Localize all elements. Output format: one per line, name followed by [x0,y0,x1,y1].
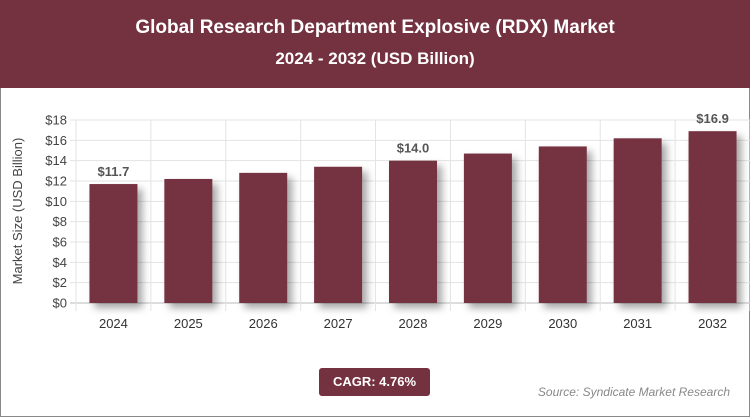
y-tick-label: $2 [53,275,67,290]
y-tick-label: $18 [45,113,67,128]
x-tick-label: 2024 [99,316,128,331]
x-tick-label: 2025 [174,316,203,331]
cagr-badge: CAGR: 4.76% [319,368,430,396]
chart-header: Global Research Department Explosive (RD… [0,0,750,88]
bar-2031 [613,138,662,303]
bar-2025 [164,178,213,303]
bar-2027 [314,166,363,303]
bar-2032 [688,131,737,303]
y-tick-label: $8 [53,214,67,229]
y-tick-label: $12 [45,174,67,189]
y-axis-label: Market Size (USD Billion) [10,138,25,285]
y-tick-label: $16 [45,133,67,148]
bar-2028 [389,160,437,303]
x-tick-label: 2026 [249,316,278,331]
bar-2024 [89,184,138,303]
x-tick-label: 2030 [548,316,577,331]
bar-2030 [538,146,587,303]
bar-2026 [239,172,288,303]
y-tick-label: $0 [53,296,67,311]
data-label: $14.0 [397,141,430,156]
data-label: $16.9 [696,111,729,126]
x-tick-label: 2028 [399,316,428,331]
chart-title: Global Research Department Explosive (RD… [135,17,615,38]
data-label: $11.7 [98,164,130,179]
x-tick-label: 2031 [623,316,652,331]
y-tick-label: $6 [53,235,67,250]
y-tick-label: $4 [53,255,67,270]
x-tick-label: 2032 [698,316,727,331]
y-tick-label: $14 [45,153,67,168]
chart-subtitle: 2024 - 2032 (USD Billion) [275,49,475,68]
bar-2029 [463,153,512,303]
y-tick-label: $10 [45,194,67,209]
source-note: Source: Syndicate Market Research [537,385,730,399]
x-tick-label: 2027 [324,316,353,331]
x-tick-label: 2029 [473,316,502,331]
